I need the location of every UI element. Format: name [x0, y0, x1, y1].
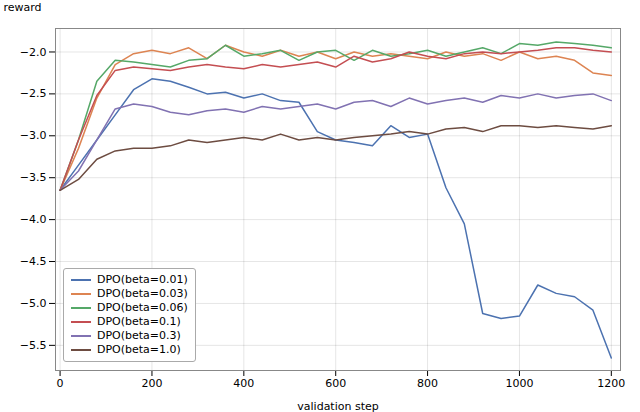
- html-text:DPO(beta=1.0): DPO(beta=1.0): [97, 343, 181, 356]
- svg-text:1200: 1200: [597, 377, 625, 390]
- html-text:DPO(beta=0.3): DPO(beta=0.3): [97, 329, 181, 342]
- html-text:DPO(beta=0.1): DPO(beta=0.1): [97, 315, 181, 328]
- svg-text:−5.5: −5.5: [20, 339, 47, 352]
- svg-text:800: 800: [417, 377, 438, 390]
- svg-text:validation step: validation step: [297, 400, 378, 412]
- html-text:DPO(beta=0.03): DPO(beta=0.03): [97, 287, 188, 300]
- svg-text:−3.5: −3.5: [20, 171, 47, 184]
- svg-text:−2.5: −2.5: [20, 87, 47, 100]
- svg-text:400: 400: [233, 377, 254, 390]
- svg-text:−5.0: −5.0: [20, 297, 47, 310]
- svg-text:−4.5: −4.5: [20, 255, 47, 268]
- svg-text:reward: reward: [4, 1, 42, 14]
- svg-text:200: 200: [141, 377, 162, 390]
- svg-text:−4.0: −4.0: [20, 213, 47, 226]
- svg-text:600: 600: [325, 377, 346, 390]
- svg-text:1000: 1000: [505, 377, 533, 390]
- svg-text:−2.0: −2.0: [20, 45, 47, 58]
- html-text:DPO(beta=0.06): DPO(beta=0.06): [97, 301, 188, 314]
- svg-text:0: 0: [57, 377, 64, 390]
- svg-text:−3.0: −3.0: [20, 129, 47, 142]
- html-text:DPO(beta=0.01): DPO(beta=0.01): [97, 273, 188, 286]
